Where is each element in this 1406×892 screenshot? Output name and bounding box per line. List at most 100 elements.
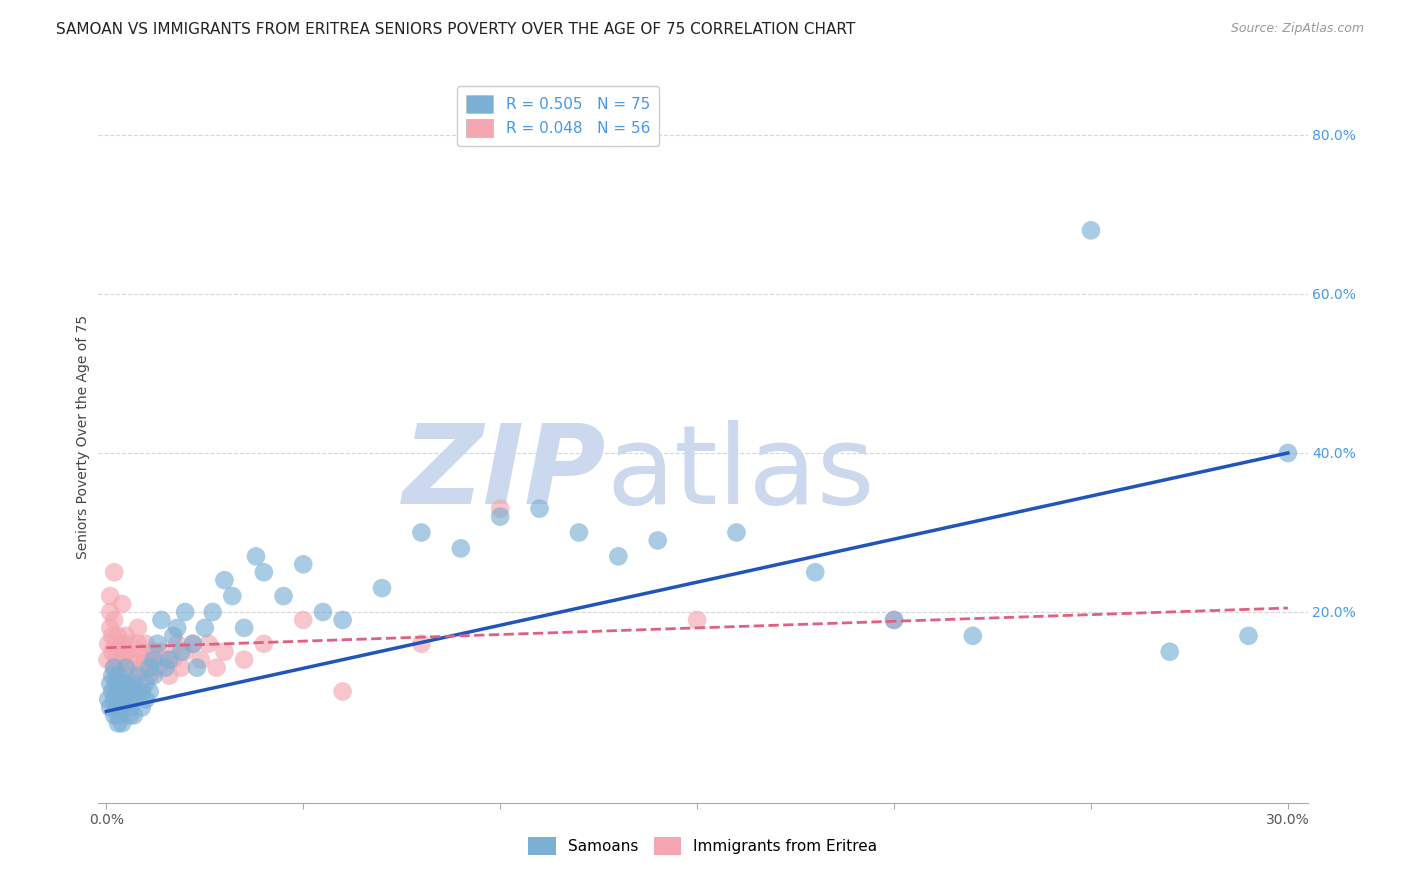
Point xyxy=(253,566,276,580)
Point xyxy=(122,653,145,667)
Point xyxy=(107,676,129,690)
Point xyxy=(101,629,124,643)
Point xyxy=(127,684,149,698)
Point xyxy=(107,629,129,643)
Point xyxy=(170,645,193,659)
Point xyxy=(181,637,204,651)
Point xyxy=(103,692,125,706)
Point xyxy=(1080,223,1102,237)
Point xyxy=(105,676,128,690)
Point xyxy=(96,653,118,667)
Point xyxy=(111,692,134,706)
Point xyxy=(131,700,153,714)
Point xyxy=(111,700,134,714)
Point xyxy=(170,660,193,674)
Point xyxy=(568,525,591,540)
Point xyxy=(201,605,224,619)
Point xyxy=(332,684,354,698)
Point xyxy=(883,613,905,627)
Point xyxy=(725,525,748,540)
Point xyxy=(292,558,315,572)
Point xyxy=(166,637,188,651)
Point xyxy=(214,645,236,659)
Point xyxy=(98,589,121,603)
Point xyxy=(138,660,160,674)
Point xyxy=(529,501,551,516)
Point xyxy=(174,605,197,619)
Point xyxy=(122,708,145,723)
Point xyxy=(142,653,165,667)
Point xyxy=(105,637,128,651)
Point xyxy=(181,637,204,651)
Point xyxy=(127,668,149,682)
Point xyxy=(131,660,153,674)
Point xyxy=(101,684,124,698)
Y-axis label: Seniors Poverty Over the Age of 75: Seniors Poverty Over the Age of 75 xyxy=(76,315,90,559)
Point xyxy=(107,684,129,698)
Point xyxy=(142,668,165,682)
Point xyxy=(107,660,129,674)
Point xyxy=(103,660,125,674)
Point xyxy=(138,653,160,667)
Point xyxy=(1159,645,1181,659)
Point xyxy=(883,613,905,627)
Point xyxy=(142,645,165,659)
Point xyxy=(233,653,256,667)
Point xyxy=(1237,629,1260,643)
Point xyxy=(155,653,177,667)
Text: SAMOAN VS IMMIGRANTS FROM ERITREA SENIORS POVERTY OVER THE AGE OF 75 CORRELATION: SAMOAN VS IMMIGRANTS FROM ERITREA SENIOR… xyxy=(56,22,855,37)
Point xyxy=(97,692,120,706)
Point xyxy=(103,613,125,627)
Point xyxy=(127,637,149,651)
Point xyxy=(115,660,138,674)
Point xyxy=(214,573,236,587)
Point xyxy=(312,605,335,619)
Point xyxy=(103,708,125,723)
Point xyxy=(647,533,669,548)
Point xyxy=(174,645,197,659)
Point xyxy=(162,629,184,643)
Point xyxy=(122,692,145,706)
Point xyxy=(233,621,256,635)
Point xyxy=(962,629,984,643)
Point xyxy=(157,668,180,682)
Point xyxy=(98,605,121,619)
Point xyxy=(150,645,173,659)
Point xyxy=(122,676,145,690)
Point xyxy=(111,653,134,667)
Point xyxy=(98,621,121,635)
Point xyxy=(489,509,512,524)
Point xyxy=(190,653,212,667)
Point xyxy=(146,660,169,674)
Point xyxy=(105,700,128,714)
Point xyxy=(111,637,134,651)
Point xyxy=(166,621,188,635)
Point xyxy=(107,700,129,714)
Point xyxy=(111,597,134,611)
Legend: Samoans, Immigrants from Eritrea: Samoans, Immigrants from Eritrea xyxy=(522,831,884,861)
Point xyxy=(607,549,630,564)
Point xyxy=(122,668,145,682)
Point xyxy=(245,549,267,564)
Point xyxy=(150,613,173,627)
Point xyxy=(273,589,295,603)
Point xyxy=(205,660,228,674)
Text: atlas: atlas xyxy=(606,420,875,527)
Point xyxy=(115,660,138,674)
Point xyxy=(131,645,153,659)
Point xyxy=(450,541,472,556)
Point xyxy=(135,637,157,651)
Text: ZIP: ZIP xyxy=(402,420,606,527)
Point xyxy=(107,716,129,731)
Point xyxy=(118,700,141,714)
Point xyxy=(411,525,433,540)
Point xyxy=(371,581,394,595)
Point xyxy=(186,660,208,674)
Point xyxy=(221,589,243,603)
Point xyxy=(107,645,129,659)
Point xyxy=(292,613,315,627)
Point xyxy=(118,708,141,723)
Point xyxy=(155,660,177,674)
Point xyxy=(131,684,153,698)
Point xyxy=(138,668,160,682)
